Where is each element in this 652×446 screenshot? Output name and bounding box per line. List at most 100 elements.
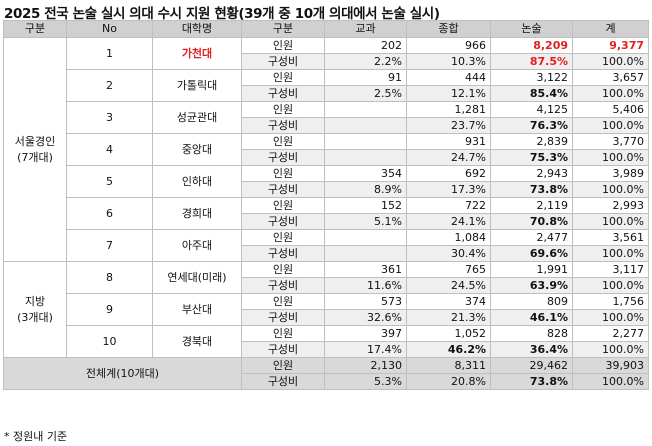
count-gyogwa — [324, 133, 407, 150]
metric-label-count: 인원 — [241, 229, 325, 246]
metric-label-ratio: 구성비 — [241, 245, 325, 262]
ratio-jonghap: 24.5% — [406, 277, 491, 294]
count-gyogwa: 202 — [324, 37, 407, 54]
ratio-total: 100.0% — [572, 277, 649, 294]
ratio-total: 100.0% — [572, 245, 649, 262]
ratio-nonsul: 73.8% — [490, 181, 573, 198]
metric-label-ratio: 구성비 — [241, 373, 325, 390]
table-row: 구성비 5.1% 24.1% 70.8% 100.0% — [4, 213, 649, 230]
row-no: 1 — [66, 37, 153, 70]
metric-label-ratio: 구성비 — [241, 149, 325, 166]
count-total: 3,117 — [572, 261, 649, 278]
count-jonghap: 374 — [406, 293, 491, 310]
ratio-jonghap: 17.3% — [406, 181, 491, 198]
group-label-line1: 지방 — [24, 294, 46, 308]
table-row: 구성비 32.6% 21.3% 46.1% 100.0% — [4, 309, 649, 326]
count-total: 5,406 — [572, 101, 649, 118]
metric-label-count: 인원 — [241, 69, 325, 86]
total-row: 구성비 5.3% 20.8% 73.8% 100.0% — [4, 373, 649, 390]
table-row: 4 중앙대 인원 931 2,839 3,770 — [4, 133, 649, 166]
metric-label-count: 인원 — [241, 133, 325, 150]
count-nonsul: 8,209 — [490, 37, 573, 54]
count-total: 2,277 — [572, 325, 649, 342]
university-name: 가톨릭대 — [152, 69, 242, 102]
table-row: 서울경인 (7개대) 1 가천대 인원 202 966 8,209 9,377 — [3, 37, 649, 262]
table-row: 구성비 23.7% 76.3% 100.0% — [4, 117, 649, 134]
metric-label-ratio: 구성비 — [241, 53, 325, 70]
ratio-gyogwa: 2.2% — [324, 53, 407, 70]
total-count-nonsul: 29,462 — [490, 357, 573, 374]
ratio-jonghap: 21.3% — [406, 309, 491, 326]
ratio-nonsul: 76.3% — [490, 117, 573, 134]
metric-label-ratio: 구성비 — [241, 341, 325, 358]
ratio-total: 100.0% — [572, 149, 649, 166]
ratio-gyogwa — [324, 245, 407, 262]
header-no: No — [66, 20, 153, 38]
count-jonghap: 1,084 — [406, 229, 491, 246]
count-jonghap: 1,281 — [406, 101, 491, 118]
header-total: 계 — [572, 20, 649, 38]
row-no: 8 — [66, 261, 153, 294]
total-count-total: 39,903 — [572, 357, 649, 374]
table-row: 지방 (3개대) 8 연세대(미래) 인원 361 765 1,991 3,117 — [3, 261, 649, 358]
footnote: * 정원내 기준 — [4, 430, 68, 443]
university-name: 아주대 — [152, 229, 242, 262]
count-nonsul: 2,477 — [490, 229, 573, 246]
metric-label-count: 인원 — [241, 101, 325, 118]
count-gyogwa: 361 — [324, 261, 407, 278]
ratio-jonghap: 24.1% — [406, 213, 491, 230]
count-total: 3,561 — [572, 229, 649, 246]
ratio-gyogwa: 2.5% — [324, 85, 407, 102]
metric-label-count: 인원 — [241, 37, 325, 54]
count-nonsul: 828 — [490, 325, 573, 342]
count-jonghap: 722 — [406, 197, 491, 214]
row-no: 2 — [66, 69, 153, 102]
table-body: 서울경인 (7개대) 1 가천대 인원 202 966 8,209 9,377 구성비 2.2% 10… — [3, 37, 649, 390]
group-label: 서울경인 (7개대) — [3, 37, 67, 262]
table-row: 7 아주대 인원 1,084 2,477 3,561 — [4, 229, 649, 262]
table-row: 구성비 30.4% 69.6% 100.0% — [4, 245, 649, 262]
ratio-total: 100.0% — [572, 85, 649, 102]
metric-label-count: 인원 — [241, 325, 325, 342]
group-label: 지방 (3개대) — [3, 261, 67, 358]
row-no: 9 — [66, 293, 153, 326]
metric-label-ratio: 구성비 — [241, 117, 325, 134]
ratio-jonghap: 30.4% — [406, 245, 491, 262]
row-no: 10 — [66, 325, 153, 358]
count-total: 3,770 — [572, 133, 649, 150]
total-label: 전체계(10개대) — [3, 357, 242, 390]
header-group: 구분 — [3, 20, 67, 38]
ratio-jonghap: 12.1% — [406, 85, 491, 102]
count-gyogwa: 152 — [324, 197, 407, 214]
metric-label-count: 인원 — [241, 261, 325, 278]
table-row: 9 부산대 인원 573 374 809 1,756 — [4, 293, 649, 326]
metric-label-ratio: 구성비 — [241, 213, 325, 230]
table-row: 3 성균관대 인원 1,281 4,125 5,406 — [4, 101, 649, 134]
ratio-total: 100.0% — [572, 213, 649, 230]
metric-label-count: 인원 — [241, 293, 325, 310]
ratio-nonsul: 36.4% — [490, 341, 573, 358]
table-row: 5 인하대 인원 354 692 2,943 3,989 — [4, 165, 649, 198]
ratio-gyogwa: 17.4% — [324, 341, 407, 358]
count-total: 2,993 — [572, 197, 649, 214]
count-total: 3,657 — [572, 69, 649, 86]
count-total: 1,756 — [572, 293, 649, 310]
row-no: 4 — [66, 133, 153, 166]
count-gyogwa: 91 — [324, 69, 407, 86]
ratio-gyogwa: 5.1% — [324, 213, 407, 230]
row-no: 5 — [66, 165, 153, 198]
header-nonsul: 논술 — [490, 20, 573, 38]
header-gyogwa: 교과 — [324, 20, 407, 38]
ratio-gyogwa — [324, 149, 407, 166]
university-name: 경북대 — [152, 325, 242, 358]
group-label-line1: 서울경인 — [14, 134, 56, 148]
ratio-nonsul: 87.5% — [490, 53, 573, 70]
count-nonsul: 809 — [490, 293, 573, 310]
count-total: 9,377 — [572, 37, 649, 54]
university-name: 연세대(미래) — [152, 261, 242, 294]
count-jonghap: 765 — [406, 261, 491, 278]
ratio-nonsul: 70.8% — [490, 213, 573, 230]
ratio-jonghap: 46.2% — [406, 341, 491, 358]
count-jonghap: 444 — [406, 69, 491, 86]
header-jonghap: 종합 — [406, 20, 491, 38]
